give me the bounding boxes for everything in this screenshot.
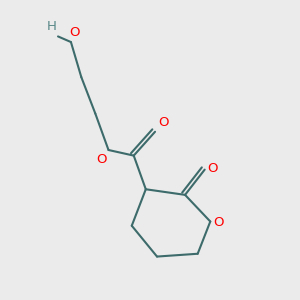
Text: O: O — [214, 216, 224, 230]
Text: H: H — [47, 20, 57, 33]
Text: O: O — [96, 153, 106, 166]
Text: O: O — [70, 26, 80, 39]
Text: O: O — [208, 162, 218, 175]
Text: O: O — [158, 116, 168, 129]
